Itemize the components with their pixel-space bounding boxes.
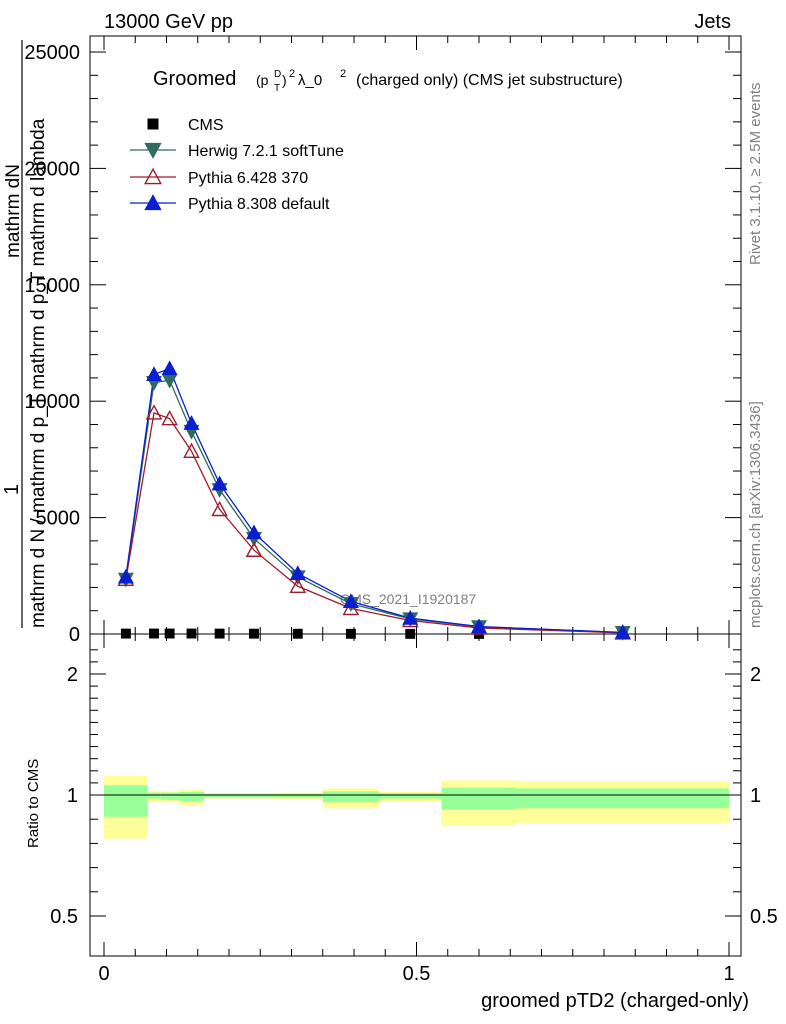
data-point-pythia-8-308-default — [289, 565, 306, 581]
x-tick-label: 0.5 — [403, 963, 431, 985]
main-y-tick-label: 0 — [69, 624, 80, 646]
ratio-band-inner — [441, 787, 517, 810]
data-point-cms — [405, 628, 416, 639]
main-y-axis-label: 1 mathrm dN mathrm d N / mathrm d p_T ma… — [1, 40, 49, 628]
ratio-y-tick-label-right: 0.5 — [750, 906, 778, 928]
svg-text:(p: (p — [256, 72, 269, 88]
ratio-y-axis-label: Ratio to CMS — [25, 759, 42, 848]
main-y-tick-label: 20000 — [24, 158, 80, 180]
legend-marker — [144, 167, 162, 185]
ratio-band-inner — [179, 791, 204, 802]
data-point-pythia-8-308-default — [146, 366, 162, 381]
svg-text:2: 2 — [289, 68, 295, 80]
data-point-pythia-8-308-default — [211, 475, 228, 491]
series-line-pythia-6-428-370 — [125, 411, 623, 634]
rivet-label: Rivet 3.1.10, ≥ 2.5M events — [747, 83, 764, 266]
ratio-band-inner — [160, 792, 179, 800]
ratio-y-tick-label: 0.5 — [50, 906, 78, 928]
data-point-pythia-8-308-default — [246, 524, 262, 540]
data-point-pythia-8-308-default — [342, 593, 359, 608]
ratio-y-tick-label: 2 — [67, 664, 78, 686]
ratio-band-inner — [235, 793, 273, 798]
ratio-band-inner — [322, 791, 379, 803]
data-point-cms — [249, 628, 259, 639]
legend: CMS Herwig 7.2.1 softTune Pythia 6.428 370… — [130, 117, 344, 213]
ratio-y-tick-label-right: 2 — [750, 664, 761, 686]
data-point-cms — [345, 628, 356, 639]
data-point-pythia-6-428-370 — [211, 500, 228, 517]
legend-marker — [144, 142, 162, 159]
data-point-pythia-6-428-370 — [183, 442, 200, 459]
ratio-band-inner — [379, 793, 442, 799]
data-point-cms — [214, 628, 225, 639]
x-tick-label: 0 — [98, 963, 109, 985]
main-y-tick-label: 15000 — [24, 275, 80, 297]
legend-marker — [144, 194, 162, 211]
x-axis-label: groomed pTD2 (charged-only) — [481, 990, 749, 1012]
svg-text:D: D — [274, 69, 281, 80]
svg-text:): ) — [282, 72, 287, 88]
ratio-y-tick-label: 1 — [67, 785, 78, 807]
data-point-pythia-6-428-370 — [245, 541, 263, 557]
data-point-pythia-8-308-default — [117, 568, 134, 584]
data-point-pythia-8-308-default — [161, 360, 178, 376]
data-point-cms — [120, 628, 131, 639]
data-point-pythia-8-308-default — [471, 618, 487, 634]
legend-label: Pythia 8.308 default — [188, 196, 330, 213]
legend-label: Pythia 6.428 370 — [188, 170, 308, 187]
legend-label: Herwig 7.2.1 softTune — [188, 143, 344, 160]
svg-text:T: T — [274, 83, 280, 94]
data-point-pythia-6-428-370 — [161, 410, 178, 426]
svg-text:mathrm dN: mathrm dN — [3, 164, 24, 258]
plot-title: Groomed (p D T ) 2 λ_0 2 (charged only) … — [153, 68, 623, 94]
data-point-pythia-8-308-default — [402, 609, 419, 625]
ratio-band-inner — [272, 793, 323, 798]
energy-label: 13000 GeV pp — [104, 11, 233, 33]
ratio-band-inner — [104, 785, 148, 817]
svg-text:Groomed: Groomed — [153, 68, 236, 90]
data-point-cms — [164, 628, 175, 639]
mcplots-label: mcplots.cern.ch [arXiv:1306.3436] — [747, 401, 764, 628]
ratio-band-inner — [516, 788, 729, 809]
svg-text:2: 2 — [340, 68, 346, 80]
data-point-pythia-8-308-default — [614, 624, 631, 639]
data-point-cms — [186, 628, 197, 639]
x-tick-label: 1 — [723, 963, 734, 985]
svg-text:mathrm d N / mathrm d p_T math: mathrm d N / mathrm d p_T mathrm d p_T m… — [28, 118, 49, 628]
main-axes: 0 5000 10000 15000 20000 25000 — [24, 36, 741, 646]
svg-text:λ_0: λ_0 — [298, 72, 322, 89]
data-point-cms — [149, 628, 159, 639]
legend-label: CMS — [188, 117, 224, 134]
series-markers — [117, 360, 632, 641]
data-point-pythia-8-308-default — [183, 415, 200, 430]
data-point-pythia-6-428-370 — [145, 404, 163, 420]
ratio-y-tick-label-right: 1 — [750, 785, 761, 807]
data-point-pythia-6-428-370 — [289, 577, 307, 594]
main-y-tick-label: 10000 — [24, 391, 80, 413]
main-y-tick-label: 5000 — [36, 508, 81, 530]
ratio-band-inner — [204, 793, 236, 798]
legend-marker — [147, 118, 159, 130]
ratio-band-inner — [147, 792, 161, 799]
jets-label: Jets — [694, 11, 731, 33]
data-point-cms — [292, 628, 303, 639]
svg-text:1: 1 — [1, 484, 23, 495]
ratio-axes: 0.5 0.5 1 1 2 2 0 0.5 1 — [50, 634, 778, 985]
ratio-bands — [90, 775, 741, 839]
svg-text:(charged only) (CMS jet substr: (charged only) (CMS jet substructure) — [356, 72, 623, 89]
watermark-label: CMS_2021_I1920187 — [340, 591, 476, 607]
main-y-tick-label: 25000 — [24, 42, 80, 64]
